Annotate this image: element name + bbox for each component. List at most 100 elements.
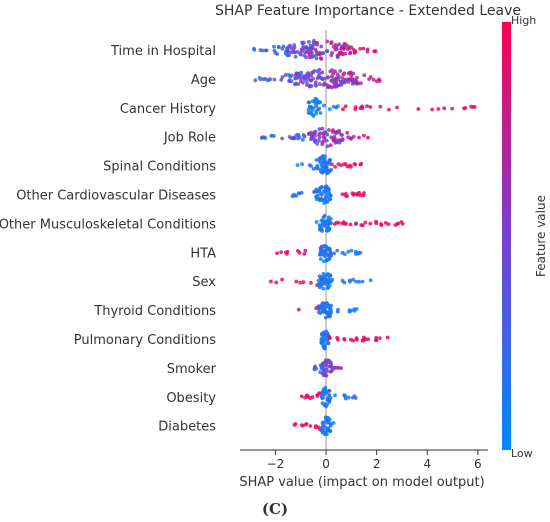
shap-point bbox=[354, 307, 359, 311]
shap-point bbox=[348, 222, 353, 227]
shap-point bbox=[337, 42, 341, 47]
shap-point bbox=[343, 221, 347, 226]
x-axis-label: SHAP value (impact on model output) bbox=[239, 475, 484, 490]
shap-point bbox=[321, 340, 326, 344]
shap-point bbox=[293, 54, 298, 59]
shap-point bbox=[472, 105, 477, 109]
shap-point bbox=[301, 80, 305, 85]
shap-point bbox=[363, 220, 368, 225]
feature-label: Time in Hospital bbox=[110, 44, 216, 59]
x-tick-label: 2 bbox=[373, 457, 381, 471]
shap-point bbox=[275, 52, 280, 56]
shap-point bbox=[321, 387, 326, 392]
shap-point bbox=[361, 46, 366, 51]
shap-point bbox=[325, 369, 330, 374]
x-tick-label: 4 bbox=[423, 457, 431, 471]
shap-point bbox=[320, 367, 325, 371]
colorbar: High Low Feature value bbox=[502, 14, 548, 460]
shap-point bbox=[314, 158, 319, 162]
shap-point bbox=[329, 422, 333, 426]
shap-point bbox=[324, 248, 328, 253]
shap-point bbox=[331, 137, 336, 142]
feature-label: Pulmonary Conditions bbox=[74, 333, 216, 348]
shap-point bbox=[289, 136, 294, 141]
shap-point bbox=[343, 104, 348, 109]
shap-point bbox=[328, 193, 332, 197]
shap-point bbox=[350, 81, 355, 86]
beeswarm-dots bbox=[252, 38, 477, 437]
feature-labels: Time in Hospital Age Cancer History Job Rol… bbox=[0, 44, 217, 435]
shap-point bbox=[357, 279, 362, 284]
shap-point bbox=[430, 107, 435, 112]
shap-point bbox=[359, 161, 364, 166]
shap-point bbox=[354, 279, 359, 284]
shap-point bbox=[324, 404, 328, 409]
shap-point bbox=[299, 394, 304, 399]
shap-point bbox=[333, 165, 337, 169]
shap-point bbox=[327, 394, 331, 398]
shap-point bbox=[317, 274, 322, 279]
shap-point bbox=[253, 78, 258, 83]
shap-point bbox=[347, 308, 352, 312]
shap-point bbox=[298, 280, 302, 285]
shap-point bbox=[306, 100, 311, 105]
shap-point bbox=[304, 393, 309, 398]
shap-point bbox=[308, 52, 313, 57]
shap-point bbox=[353, 49, 358, 54]
shap-point bbox=[340, 79, 345, 84]
shap-point bbox=[356, 251, 361, 255]
shap-point bbox=[320, 126, 325, 131]
shap-point bbox=[333, 393, 337, 398]
shap-point bbox=[315, 189, 320, 194]
shap-point bbox=[319, 227, 324, 232]
shap-point bbox=[326, 215, 331, 220]
shap-point bbox=[374, 335, 379, 340]
plot-area: Time in Hospital Age Cancer History Job Rol… bbox=[0, 30, 488, 471]
shap-point bbox=[318, 156, 322, 161]
shap-point bbox=[318, 56, 323, 60]
shap-point bbox=[374, 221, 379, 226]
shap-point bbox=[314, 220, 319, 224]
shap-point bbox=[349, 337, 353, 342]
shap-point bbox=[313, 425, 318, 430]
shap-point bbox=[318, 159, 322, 164]
shap-point bbox=[321, 428, 325, 432]
shap-point bbox=[327, 304, 331, 308]
shap-point bbox=[339, 46, 343, 51]
shap-point bbox=[323, 343, 328, 348]
shap-point bbox=[261, 77, 266, 81]
shap-point bbox=[315, 76, 320, 81]
shap-point bbox=[343, 42, 348, 47]
shap-point bbox=[301, 133, 306, 137]
feature-label: Diabetes bbox=[158, 420, 216, 435]
shap-point bbox=[318, 111, 323, 115]
shap-point bbox=[340, 192, 345, 197]
shap-point bbox=[361, 338, 366, 343]
shap-point bbox=[310, 70, 314, 75]
shap-point bbox=[442, 106, 447, 111]
shap-point bbox=[307, 104, 312, 109]
shap-point bbox=[351, 134, 356, 139]
shap-point bbox=[349, 248, 354, 253]
shap-point bbox=[311, 42, 316, 47]
shap-point bbox=[321, 221, 325, 226]
shap-point bbox=[288, 75, 293, 79]
shap-point bbox=[368, 221, 373, 226]
shap-point bbox=[317, 100, 321, 104]
shap-point bbox=[322, 198, 327, 203]
shap-point bbox=[371, 77, 376, 82]
shap-point bbox=[336, 221, 341, 225]
shap-point bbox=[296, 191, 301, 196]
shap-point bbox=[317, 82, 322, 86]
shap-point bbox=[362, 73, 367, 78]
shap-point bbox=[309, 164, 313, 168]
shap-point bbox=[385, 335, 390, 340]
shap-point bbox=[334, 139, 339, 144]
shap-point bbox=[336, 307, 340, 312]
shap-point bbox=[324, 373, 329, 378]
shap-point bbox=[436, 107, 441, 111]
shap-point bbox=[326, 341, 331, 346]
shap-point bbox=[300, 162, 304, 167]
shap-point bbox=[328, 197, 332, 202]
shap-point bbox=[315, 164, 320, 169]
